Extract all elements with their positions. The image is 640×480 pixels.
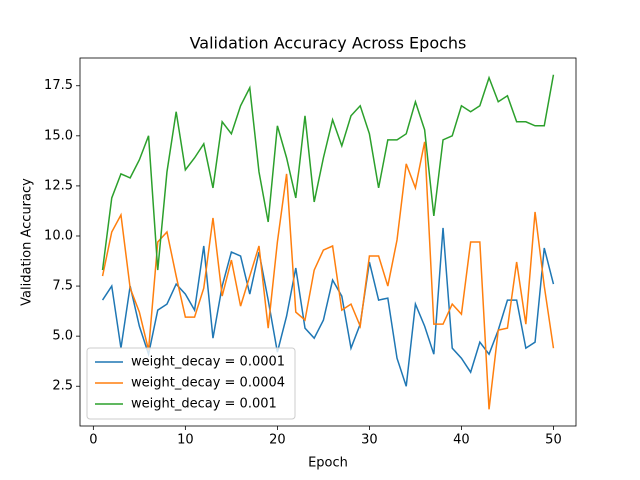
- y-tick-label: 12.5: [44, 178, 73, 193]
- y-axis-label: Validation Accuracy: [20, 178, 35, 306]
- series-line: [101, 141, 555, 410]
- y-tick-label: 17.5: [44, 78, 73, 93]
- legend-label: weight_decay = 0.001: [131, 397, 277, 412]
- y-tick-label: 15.0: [44, 128, 73, 143]
- x-tick-label: 40: [453, 433, 470, 448]
- y-tick-label: 2.5: [52, 379, 73, 394]
- y-tick-label: 7.5: [52, 279, 73, 294]
- x-tick-label: 20: [269, 433, 286, 448]
- x-axis-label: Epoch: [308, 456, 348, 471]
- legend-label: weight_decay = 0.0001: [131, 355, 285, 370]
- axes-frame: [79, 57, 577, 427]
- x-tick-label: 50: [545, 433, 562, 448]
- series-line: [101, 74, 555, 271]
- y-tick-label: 5.0: [52, 329, 73, 344]
- x-tick-label: 10: [177, 433, 194, 448]
- x-tick-label: 0: [89, 433, 97, 448]
- legend-label: weight_decay = 0.0004: [131, 376, 285, 391]
- x-tick-label: 30: [361, 433, 378, 448]
- chart-title: Validation Accuracy Across Epochs: [190, 34, 467, 53]
- legend-box: [86, 347, 296, 420]
- y-tick-label: 10.0: [44, 228, 73, 243]
